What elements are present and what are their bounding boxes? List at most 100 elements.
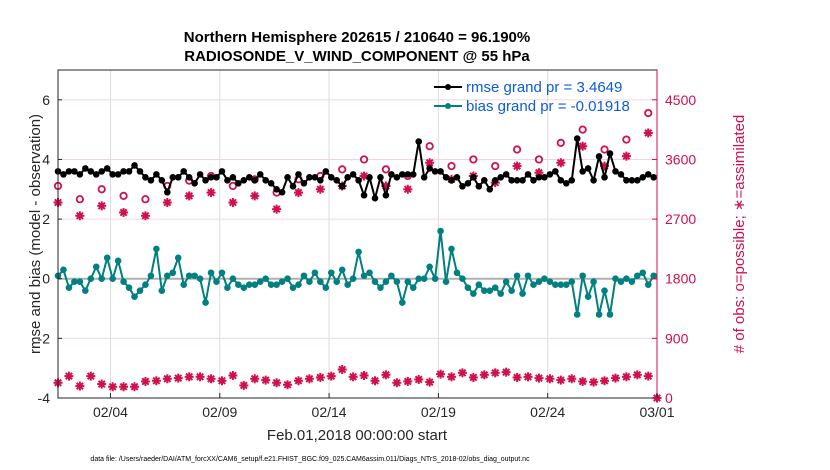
rmse-point	[338, 182, 346, 190]
obs-assimilated-marker	[512, 161, 522, 171]
bias-point	[415, 275, 423, 283]
bias-point	[497, 290, 504, 297]
rmse-point	[573, 135, 581, 142]
chart-marks	[53, 108, 662, 403]
obs-count-marker	[545, 374, 555, 384]
rmse-point	[530, 177, 537, 184]
obs-possible-marker	[141, 195, 150, 204]
rmse-point	[431, 168, 439, 175]
bias-point	[120, 278, 127, 286]
bias-point	[508, 287, 515, 294]
bias-point	[650, 272, 658, 280]
obs-assimilated-marker	[293, 188, 303, 198]
obs-count-marker	[250, 374, 260, 384]
rmse-point	[617, 171, 625, 178]
rmse-point	[535, 174, 543, 181]
bias-point	[623, 275, 630, 283]
bias-point	[306, 278, 313, 286]
chart-title: Northern Hemisphere 202615 / 210640 = 96…	[184, 29, 530, 46]
rmse-point	[502, 171, 510, 178]
obs-count-marker	[283, 380, 293, 390]
rmse-point	[267, 180, 275, 187]
rmse-point	[262, 177, 269, 184]
bias-point	[114, 257, 122, 265]
rmse-point	[300, 180, 308, 187]
bias-point	[344, 281, 351, 288]
rmse-point	[442, 174, 450, 181]
rmse-point	[109, 171, 116, 178]
bias-point	[218, 269, 226, 277]
data-file-footnote: data file: /Users/raeder/DAI/ATM_forcXX/…	[90, 456, 530, 463]
obs-possible-marker	[600, 145, 609, 154]
rmse-point	[480, 177, 488, 184]
obs-count-marker	[621, 372, 631, 382]
bias-point	[103, 254, 111, 262]
bias-point	[404, 278, 412, 286]
x-tick-label: 02/24	[530, 404, 565, 420]
obs-possible-marker	[425, 142, 434, 151]
obs-assimilated-marker	[140, 211, 150, 221]
bias-point	[191, 272, 198, 280]
obs-count-marker	[534, 373, 544, 383]
rmse-point	[185, 174, 193, 181]
rmse-point	[634, 177, 641, 184]
bias-point	[634, 272, 641, 280]
obs-count-marker	[447, 372, 457, 382]
bias-point	[355, 248, 362, 256]
bias-point	[164, 272, 171, 280]
bias-point	[256, 278, 264, 286]
obs-count-marker	[195, 372, 205, 382]
chart-subtitle: RADIOSONDE_V_WIND_COMPONENT @ 55 hPa	[184, 48, 530, 65]
obs-count-marker	[567, 374, 577, 384]
bias-point	[76, 278, 84, 286]
rmse-point	[644, 171, 652, 178]
bias-point	[377, 284, 384, 291]
obs-possible-marker	[622, 135, 631, 144]
bias-point	[360, 272, 368, 280]
rmse-point	[491, 177, 499, 184]
bias-point	[442, 278, 450, 286]
rmse-point	[513, 177, 521, 184]
rmse-point	[120, 168, 127, 175]
bias-point	[65, 284, 73, 291]
bias-point	[235, 281, 242, 288]
obs-possible-marker	[491, 161, 500, 171]
x-tick-label: 03/01	[639, 404, 674, 420]
bias-point	[612, 275, 619, 283]
obs-count-marker	[370, 376, 380, 386]
rmse-point	[169, 174, 177, 181]
obs-count-marker	[501, 367, 511, 377]
bias-point	[322, 284, 330, 291]
rmse-point	[524, 171, 532, 178]
bias-point	[464, 284, 472, 291]
obs-count-marker	[173, 373, 183, 383]
bias-point	[202, 299, 209, 306]
rmse-point	[344, 174, 351, 181]
rmse-point	[470, 174, 477, 181]
obs-count-marker	[228, 370, 238, 380]
bias-point	[426, 263, 433, 271]
rmse-point	[202, 177, 209, 184]
obs-assimilated-marker	[643, 128, 653, 138]
rmse-point	[180, 168, 188, 175]
rmse-point	[273, 185, 280, 193]
obs-count-marker	[403, 376, 413, 386]
y2-axis-label: # of obs: o=possible; ∗=assimilated	[731, 115, 748, 354]
bias-point	[530, 281, 537, 288]
rmse-point	[426, 165, 433, 172]
obs-possible-marker	[338, 165, 347, 174]
bias-point	[606, 311, 614, 318]
rmse-point	[650, 174, 658, 181]
bias-point	[393, 278, 401, 286]
bias-point	[573, 311, 581, 318]
obs-count-marker	[162, 374, 172, 384]
bias-point	[153, 245, 160, 253]
rmse-point	[541, 174, 548, 181]
rmse-point	[240, 177, 248, 184]
rmse-point	[224, 177, 231, 184]
obs-count-marker	[425, 377, 435, 387]
rmse-point	[71, 168, 78, 175]
rmse-point	[546, 171, 554, 178]
obs-assimilated-marker	[119, 207, 129, 217]
obs-possible-marker	[512, 145, 522, 154]
